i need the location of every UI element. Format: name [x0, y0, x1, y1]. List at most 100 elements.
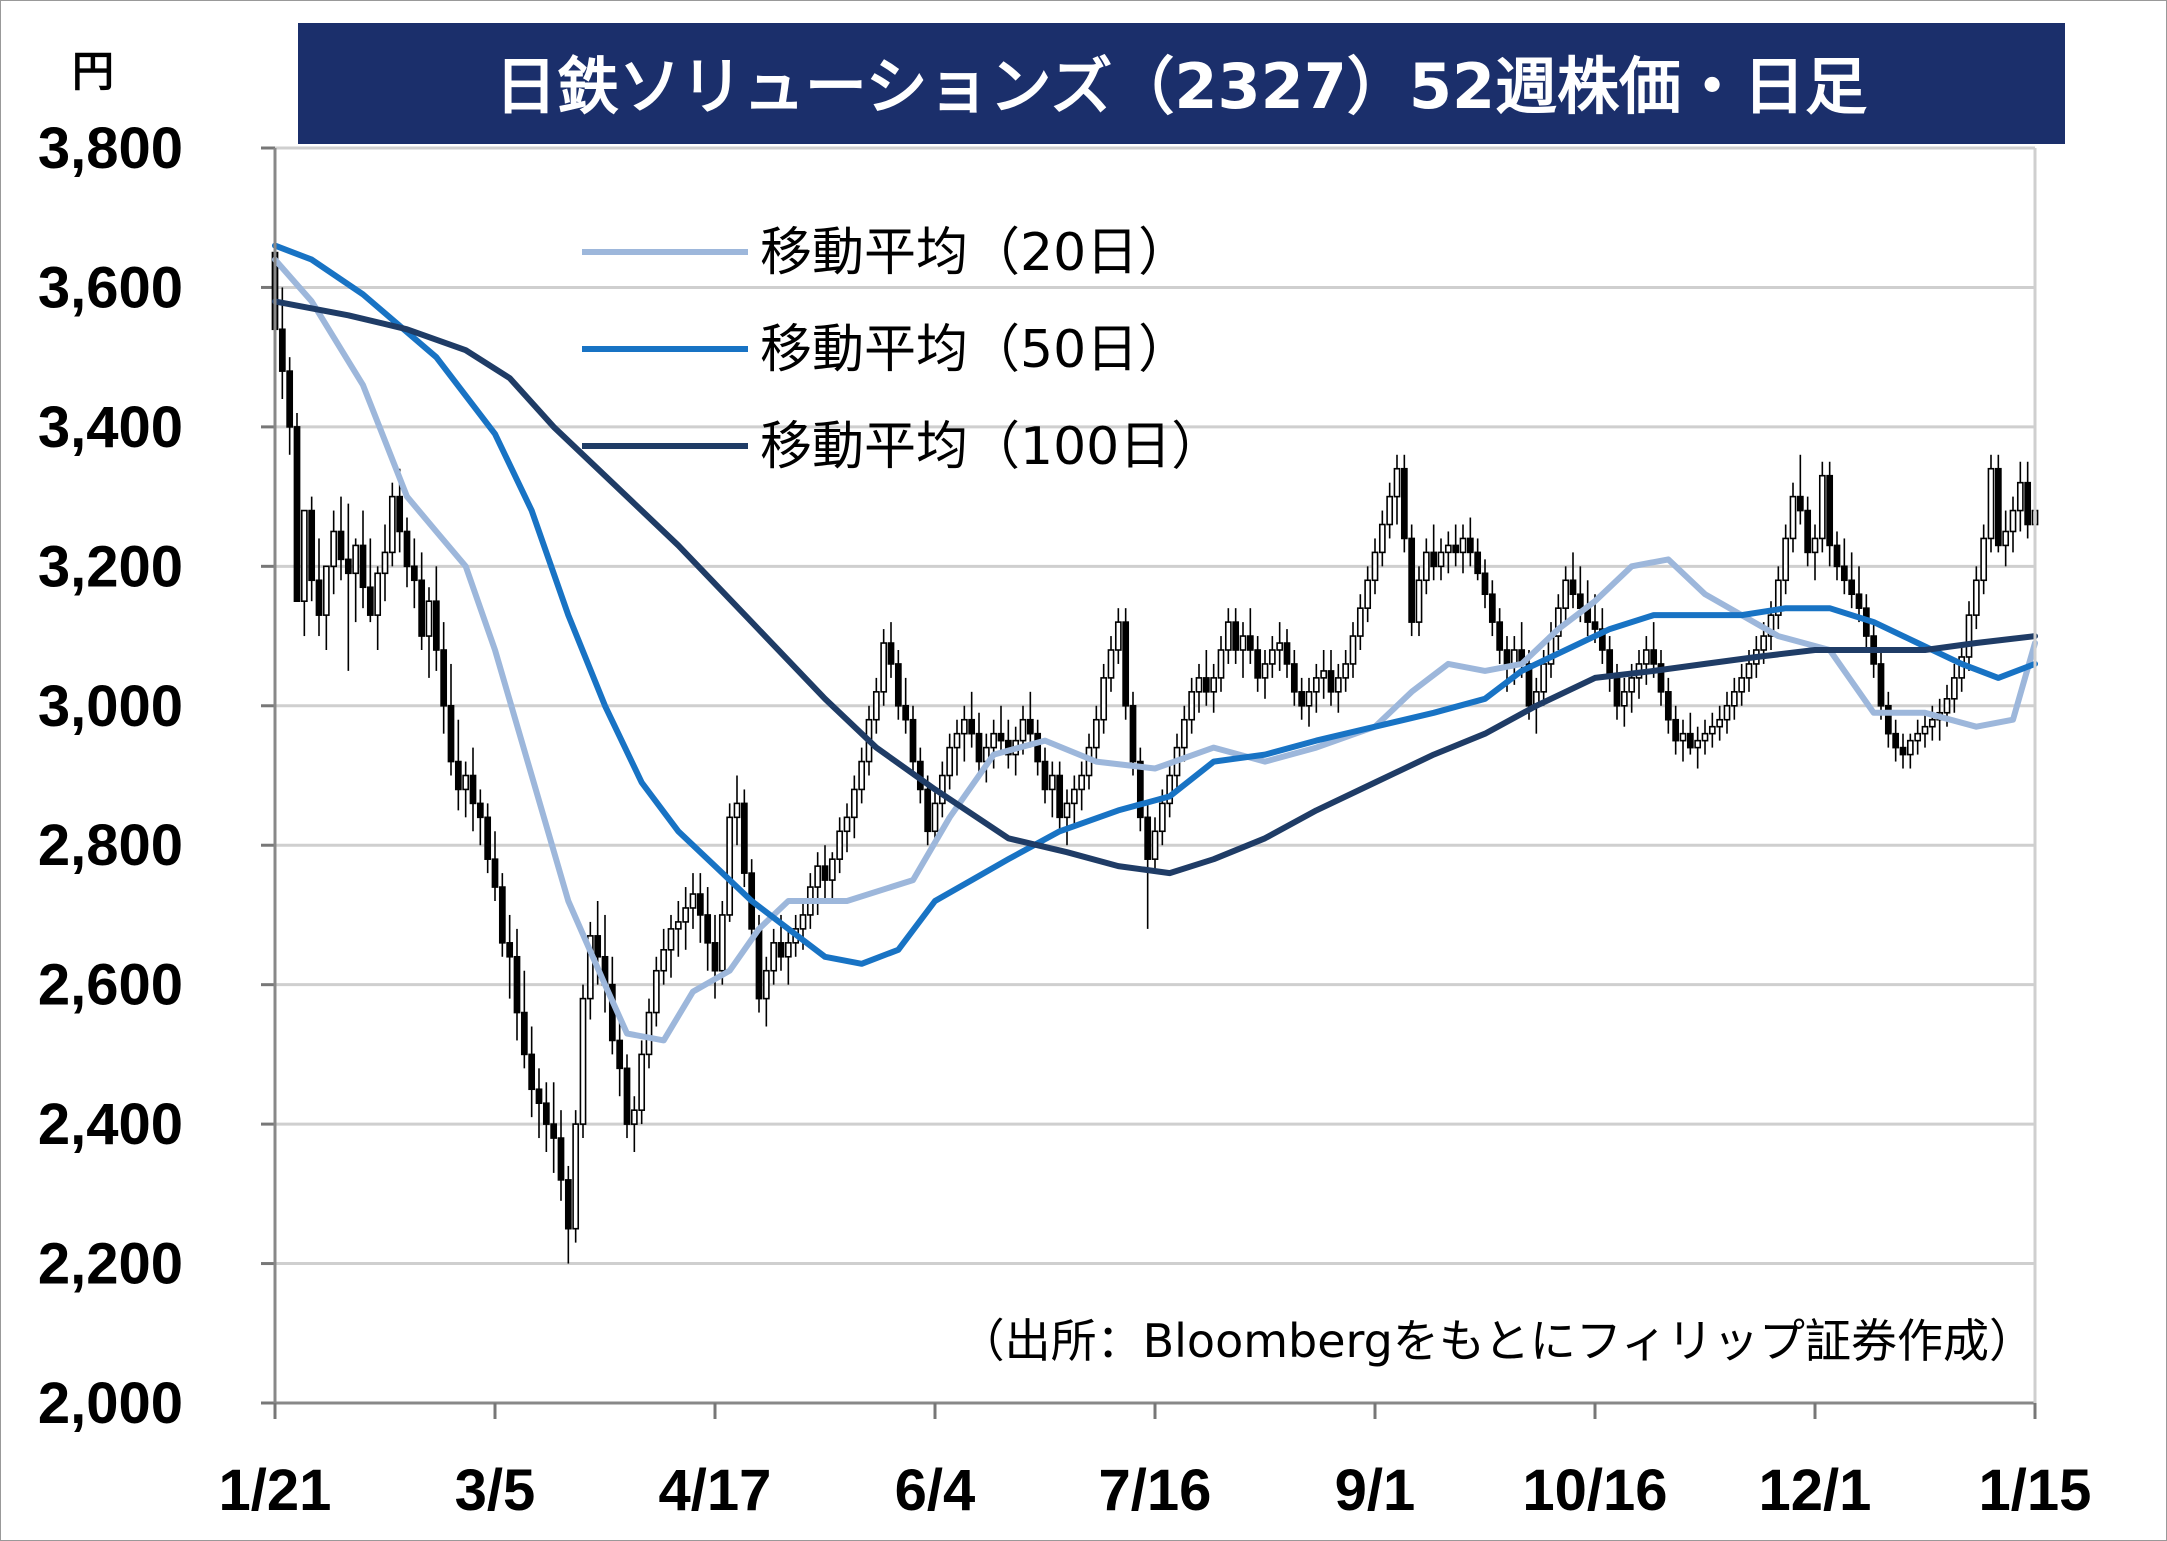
candle-body	[1459, 537, 1467, 554]
candle	[1950, 663, 1958, 713]
candle	[828, 852, 836, 901]
candle	[1848, 552, 1856, 609]
candle-body	[1224, 621, 1232, 651]
candle	[315, 538, 323, 637]
candle	[425, 587, 433, 678]
candle	[1290, 650, 1298, 706]
candle	[850, 775, 858, 839]
candle-body	[388, 495, 396, 554]
candle	[1349, 622, 1357, 678]
candle-body	[623, 1067, 631, 1125]
candle-body	[1694, 739, 1702, 749]
candle-body	[645, 1011, 653, 1056]
candle	[542, 1082, 550, 1152]
candle-body	[1730, 691, 1738, 707]
candle	[1833, 531, 1841, 581]
candle-body	[1613, 677, 1621, 707]
candle-body	[1833, 544, 1841, 568]
candle	[506, 914, 514, 999]
candle-body	[1034, 732, 1042, 763]
candle-body	[1980, 537, 1988, 582]
candle-body	[1342, 663, 1350, 679]
candle-body	[1202, 677, 1210, 693]
candle	[1393, 454, 1401, 525]
candle	[1686, 712, 1694, 755]
candle-body	[1430, 551, 1438, 568]
candle-body	[572, 1123, 580, 1230]
legend-label: 移動平均（50日）	[760, 320, 1190, 380]
candle-body	[1466, 537, 1474, 554]
candle-body	[1276, 642, 1284, 651]
candle-body	[1195, 677, 1203, 693]
candle-body	[821, 865, 829, 881]
candle-body	[359, 544, 367, 589]
candle-body	[1965, 614, 1973, 658]
candle-body	[1305, 691, 1313, 707]
y-tick-label: 3,200	[38, 534, 183, 599]
candle-body	[1672, 718, 1680, 742]
candle	[1092, 705, 1100, 762]
candle	[718, 901, 726, 985]
candle-body	[814, 865, 822, 888]
candle	[975, 712, 983, 776]
candle-body	[1144, 816, 1152, 860]
candle	[1305, 677, 1313, 727]
candle-body	[1525, 663, 1533, 707]
candle-body	[1386, 495, 1394, 526]
candle-body	[484, 816, 492, 860]
candle	[2009, 496, 2017, 553]
candle-body	[586, 935, 594, 1000]
candle-body	[528, 1053, 536, 1091]
candle-body	[1503, 649, 1511, 665]
candle-body	[726, 816, 734, 916]
candle-body	[960, 718, 968, 735]
candle	[968, 691, 976, 748]
candle	[1488, 580, 1496, 637]
candle	[667, 914, 675, 978]
candle	[1386, 482, 1394, 539]
candle	[1840, 538, 1848, 595]
candle	[843, 803, 851, 853]
candle-body	[946, 746, 954, 777]
candle-body	[1092, 718, 1100, 749]
candle-body	[1122, 621, 1130, 707]
legend-label: 移動平均（100日）	[760, 417, 1223, 477]
candle-body	[630, 1109, 638, 1125]
candle-body	[674, 921, 682, 930]
candle	[1444, 531, 1452, 574]
candle	[696, 873, 704, 943]
candle	[1877, 650, 1885, 720]
candle-body	[924, 788, 932, 833]
y-tick-label: 2,200	[38, 1232, 183, 1297]
candle-body	[660, 949, 668, 972]
candle-body	[799, 914, 807, 930]
candle-body	[1056, 774, 1064, 819]
x-tick-label: 12/1	[1759, 1458, 1872, 1523]
candle-body	[843, 816, 851, 833]
candle	[586, 921, 594, 1020]
candle-body	[278, 328, 286, 372]
candle-body	[396, 495, 404, 533]
candle	[1826, 461, 1834, 567]
candle	[689, 873, 697, 929]
candle-body	[403, 530, 411, 568]
candle-body	[337, 530, 345, 561]
candle-body	[836, 830, 844, 860]
candle-body	[1261, 663, 1269, 679]
candle	[1972, 566, 1980, 630]
candle-body	[1026, 718, 1034, 735]
candle-body	[1928, 718, 1936, 728]
candle-body	[418, 579, 426, 637]
candle	[1195, 663, 1203, 713]
candle-body	[535, 1088, 543, 1104]
candle	[1312, 663, 1320, 713]
candle	[1268, 636, 1276, 678]
candle	[1202, 650, 1210, 706]
candle	[704, 887, 712, 971]
candle	[1107, 636, 1115, 692]
candle-body	[1796, 495, 1804, 512]
candle	[469, 747, 477, 832]
candle-body	[1048, 774, 1056, 791]
candle	[1063, 789, 1071, 846]
candle-body	[1723, 704, 1731, 721]
